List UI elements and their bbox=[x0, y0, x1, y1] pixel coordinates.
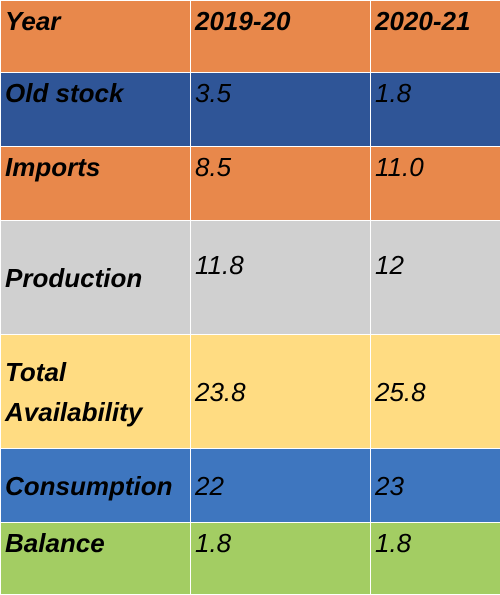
row-label-total: Total bbox=[5, 352, 186, 392]
table-row-imports: Imports 8.5 11.0 bbox=[1, 147, 500, 221]
cell-balance-2020-21: 1.8 bbox=[371, 523, 500, 595]
table-row-production: Production 11.8 12 bbox=[1, 221, 500, 335]
table-row-consumption: Consumption 22 23 bbox=[1, 449, 500, 523]
row-label-imports: Imports bbox=[1, 147, 191, 221]
table-row-total-availability: Total Availability 23.8 25.8 bbox=[1, 335, 500, 449]
cell-imports-2019-20: 8.5 bbox=[191, 147, 371, 221]
row-label-balance: Balance bbox=[1, 523, 191, 595]
cell-consumption-2020-21: 23 bbox=[371, 449, 500, 523]
header-2020-21: 2020-21 bbox=[371, 1, 500, 73]
cell-consumption-2019-20: 22 bbox=[191, 449, 371, 523]
cell-imports-2020-21: 11.0 bbox=[371, 147, 500, 221]
cell-production-2019-20: 11.8 bbox=[191, 221, 371, 335]
cell-total-availability-2020-21: 25.8 bbox=[371, 335, 500, 449]
header-year: Year bbox=[1, 1, 191, 73]
header-2019-20: 2019-20 bbox=[191, 1, 371, 73]
row-label-total-availability: Total Availability bbox=[1, 335, 191, 449]
header-row: Year 2019-20 2020-21 bbox=[1, 1, 500, 73]
row-label-production: Production bbox=[1, 221, 191, 335]
cell-balance-2019-20: 1.8 bbox=[191, 523, 371, 595]
cell-old-stock-2019-20: 3.5 bbox=[191, 73, 371, 147]
cell-old-stock-2020-21: 1.8 bbox=[371, 73, 500, 147]
row-label-old-stock: Old stock bbox=[1, 73, 191, 147]
table-row-old-stock: Old stock 3.5 1.8 bbox=[1, 73, 500, 147]
row-label-availability: Availability bbox=[5, 392, 186, 432]
cell-production-2020-21: 12 bbox=[371, 221, 500, 335]
cell-total-availability-2019-20: 23.8 bbox=[191, 335, 371, 449]
row-label-consumption: Consumption bbox=[1, 449, 191, 523]
table-row-balance: Balance 1.8 1.8 bbox=[1, 523, 500, 595]
